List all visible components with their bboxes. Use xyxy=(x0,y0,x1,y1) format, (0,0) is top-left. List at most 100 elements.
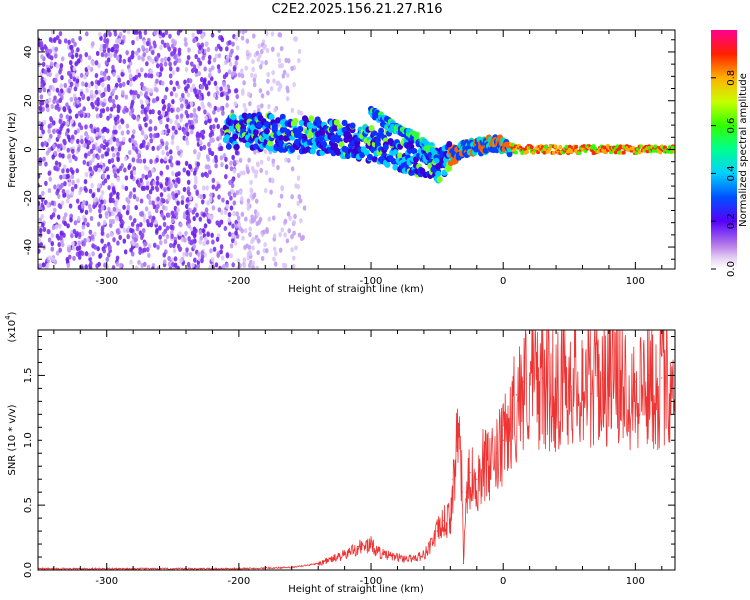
noise-speckle xyxy=(262,248,267,254)
noise-speckle xyxy=(216,107,221,113)
snr-data-point xyxy=(344,553,346,556)
noise-speckle xyxy=(246,91,251,98)
noise-speckle xyxy=(165,42,170,48)
noise-speckle xyxy=(66,173,71,179)
noise-speckle xyxy=(164,30,169,36)
noise-speckle xyxy=(250,218,255,224)
noise-speckle xyxy=(99,46,103,52)
noise-speckle xyxy=(210,214,214,220)
noise-speckle xyxy=(184,99,189,105)
noise-speckle xyxy=(106,147,110,153)
noise-speckle xyxy=(189,87,194,93)
ridge-mark xyxy=(670,145,675,150)
colorbar-ticks: 0.0 0.2 0.4 0.6 0.8 xyxy=(711,70,737,277)
noise-speckle xyxy=(217,220,222,226)
noise-speckle xyxy=(155,96,160,102)
noise-speckle xyxy=(194,118,199,124)
noise-speckle xyxy=(112,103,116,109)
noise-speckle xyxy=(218,265,222,269)
noise-speckle xyxy=(163,156,168,162)
noise-speckle xyxy=(139,90,143,97)
noise-speckle xyxy=(264,60,268,66)
noise-speckle xyxy=(210,232,214,238)
noise-speckle xyxy=(191,32,196,38)
noise-speckle xyxy=(151,266,155,269)
noise-speckle xyxy=(182,186,187,193)
noise-speckle xyxy=(174,183,178,189)
noise-speckle xyxy=(82,159,87,165)
noise-speckle xyxy=(45,262,50,269)
noise-speckle xyxy=(116,176,121,182)
noise-speckle xyxy=(89,148,94,154)
noise-speckle xyxy=(204,119,208,126)
noise-speckle xyxy=(242,262,247,269)
noise-speckle xyxy=(63,181,67,187)
noise-speckle xyxy=(59,83,63,89)
noise-speckle xyxy=(142,85,146,92)
noise-speckle xyxy=(197,106,201,112)
noise-speckle xyxy=(168,242,173,249)
noise-speckle xyxy=(221,197,225,203)
noise-speckle xyxy=(287,157,291,163)
noise-speckle xyxy=(203,223,208,229)
noise-speckle xyxy=(278,231,282,238)
ridge-mark xyxy=(567,144,572,149)
noise-speckle xyxy=(141,56,145,62)
noise-speckle xyxy=(99,77,103,83)
snr-x-ticks: -300 -200 -100 0 100 xyxy=(53,330,663,587)
noise-speckle xyxy=(51,46,56,52)
noise-speckle xyxy=(200,258,204,264)
noise-speckle xyxy=(97,167,102,173)
noise-speckle xyxy=(194,53,198,60)
noise-speckle xyxy=(298,198,303,204)
noise-speckle xyxy=(104,151,108,157)
noise-speckle xyxy=(38,105,43,111)
snr-scale-close: ) xyxy=(7,311,18,315)
noise-speckle xyxy=(76,138,80,144)
noise-speckle xyxy=(162,104,167,110)
x-tick-label: -300 xyxy=(95,276,118,287)
snr-series-line-0 xyxy=(38,330,675,570)
noise-speckle xyxy=(227,88,232,94)
noise-speckle xyxy=(130,251,135,257)
snr-plot-frame xyxy=(37,329,676,571)
noise-speckle xyxy=(53,150,58,156)
noise-speckle xyxy=(154,219,158,225)
noise-speckle xyxy=(147,252,151,258)
noise-speckle xyxy=(122,227,127,233)
noise-speckle xyxy=(70,138,74,145)
noise-speckle xyxy=(100,199,104,205)
noise-speckle xyxy=(153,86,158,92)
noise-speckle xyxy=(194,71,199,78)
noise-speckle xyxy=(178,231,182,237)
snr-data-point xyxy=(317,562,319,565)
noise-speckle xyxy=(225,204,229,210)
noise-speckle xyxy=(112,124,117,131)
noise-speckle xyxy=(172,86,177,92)
noise-speckle xyxy=(235,55,239,61)
noise-speckle xyxy=(78,231,82,238)
x-tick-label: -100 xyxy=(360,276,383,287)
noise-speckle xyxy=(251,265,255,269)
noise-speckle xyxy=(242,170,246,176)
noise-speckle xyxy=(196,30,201,35)
noise-speckle xyxy=(131,39,135,46)
noise-speckle xyxy=(198,139,203,145)
noise-speckle xyxy=(57,241,62,248)
noise-speckle xyxy=(54,224,59,230)
noise-speckle xyxy=(259,167,263,174)
noise-speckle xyxy=(125,107,129,113)
noise-speckle xyxy=(74,113,79,119)
noise-speckle xyxy=(286,88,290,94)
noise-speckle xyxy=(50,200,55,206)
noise-speckle xyxy=(62,107,67,113)
noise-speckle xyxy=(203,66,207,72)
noise-speckle xyxy=(111,88,116,94)
noise-speckle xyxy=(78,35,82,42)
ridge-mark xyxy=(371,156,378,163)
noise-speckle xyxy=(114,82,119,88)
noise-speckle xyxy=(49,55,54,61)
noise-speckle xyxy=(143,241,148,247)
noise-speckle xyxy=(123,167,127,173)
noise-speckle xyxy=(93,231,97,237)
